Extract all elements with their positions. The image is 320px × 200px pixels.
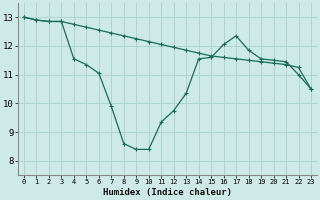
X-axis label: Humidex (Indice chaleur): Humidex (Indice chaleur) [103, 188, 232, 197]
